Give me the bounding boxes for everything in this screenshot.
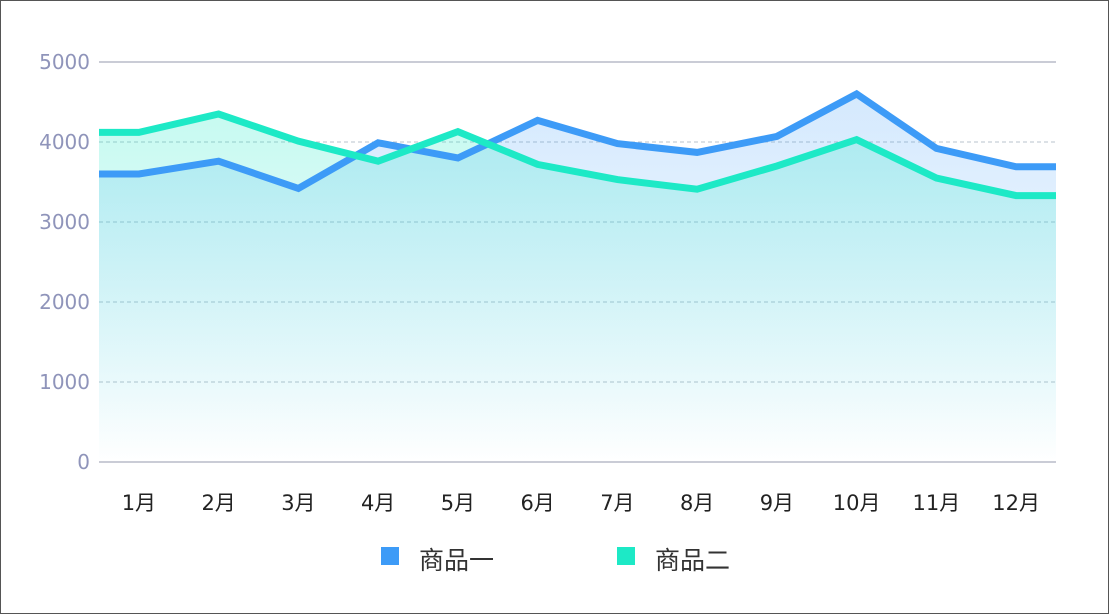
- legend-label: 商品二: [655, 546, 730, 575]
- x-tick-label: 3月: [281, 491, 315, 515]
- legend-swatch: [381, 547, 399, 565]
- area-fills: [99, 94, 1056, 462]
- y-tick-label: 1000: [39, 370, 90, 394]
- y-axis: 0 1000 2000 3000 4000 5000: [39, 50, 90, 474]
- x-tick-label: 10月: [833, 491, 881, 515]
- x-tick-label: 5月: [441, 491, 475, 515]
- y-tick-label: 4000: [39, 130, 90, 154]
- x-tick-label: 12月: [992, 491, 1040, 515]
- y-tick-label: 0: [77, 450, 90, 474]
- x-tick-label: 1月: [122, 491, 156, 515]
- legend-item[interactable]: 商品一: [381, 546, 494, 575]
- x-tick-label: 2月: [201, 491, 235, 515]
- x-axis: 1月 2月 3月 4月 5月 6月 7月 8月 9月 10月 11月 12月: [122, 491, 1040, 515]
- x-tick-label: 9月: [760, 491, 794, 515]
- x-tick-label: 7月: [600, 491, 634, 515]
- y-tick-label: 5000: [39, 50, 90, 74]
- legend: 商品一 商品二: [381, 546, 730, 575]
- x-tick-label: 8月: [680, 491, 714, 515]
- legend-label: 商品一: [419, 546, 494, 575]
- legend-item[interactable]: 商品二: [617, 546, 730, 575]
- legend-swatch: [617, 547, 635, 565]
- y-tick-label: 2000: [39, 290, 90, 314]
- x-tick-label: 11月: [913, 491, 961, 515]
- x-tick-label: 6月: [520, 491, 554, 515]
- x-tick-label: 4月: [361, 491, 395, 515]
- y-tick-label: 3000: [39, 210, 90, 234]
